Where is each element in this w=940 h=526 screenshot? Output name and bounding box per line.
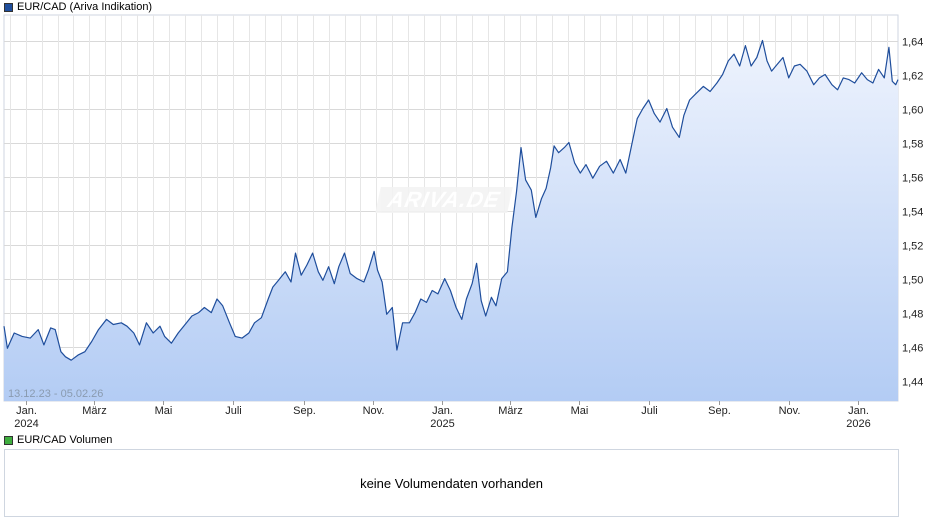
- x-tick-label: Jan.: [432, 405, 453, 417]
- y-tick-label: 1,50: [902, 275, 923, 287]
- y-tick-label: 1,62: [902, 71, 923, 83]
- y-tick-label: 1,60: [902, 105, 923, 117]
- x-tick-label: Sep.: [708, 405, 731, 417]
- y-tick-label: 1,48: [902, 309, 923, 321]
- volume-legend-label: EUR/CAD Volumen: [17, 433, 113, 446]
- price-legend: EUR/CAD (Ariva Indikation): [4, 0, 152, 14]
- y-tick-label: 1,58: [902, 139, 923, 151]
- x-tick-label: Mai: [155, 405, 173, 417]
- y-tick-label: 1,54: [902, 207, 923, 219]
- x-tick-label: März: [498, 405, 522, 417]
- y-tick-label: 1,64: [902, 37, 923, 49]
- y-tick-label: 1,56: [902, 173, 923, 185]
- volume-panel: keine Volumendaten vorhanden: [4, 449, 899, 517]
- volume-legend: EUR/CAD Volumen: [4, 433, 112, 447]
- x-tick-label: Juli: [225, 405, 242, 417]
- x-tick-label: Nov.: [779, 405, 801, 417]
- volume-legend-swatch: [4, 435, 13, 445]
- price-legend-label: EUR/CAD (Ariva Indikation): [17, 0, 153, 13]
- y-tick-label: 1,52: [902, 241, 923, 253]
- x-tick-label: Jan.: [16, 405, 37, 417]
- x-tick-label: Nov.: [363, 405, 385, 417]
- x-tick-label: Jan.: [848, 405, 869, 417]
- x-tick-label: Juli: [641, 405, 658, 417]
- volume-empty-message: keine Volumendaten vorhanden: [360, 475, 543, 491]
- x-tick-label: März: [82, 405, 106, 417]
- price-chart: 1,44 1,46 1,48 1,50 1,52 1,54 1,56 1,58 1,60 1,62…: [3, 14, 923, 430]
- price-legend-swatch: [4, 2, 13, 12]
- x-tick-year: 2026: [846, 418, 870, 430]
- watermark-logo: ARIVA.DE: [375, 187, 513, 213]
- x-tick-year: 2025: [430, 418, 454, 430]
- y-tick-label: 1,44: [902, 377, 923, 389]
- series-line: [3, 39, 899, 361]
- x-tick-label: Sep.: [293, 405, 316, 417]
- x-tick-label: Mai: [571, 405, 589, 417]
- x-tick-year: 2024: [14, 418, 38, 430]
- y-tick-label: 1,46: [902, 343, 923, 355]
- date-range-label: 13.12.23 - 05.02.26: [8, 388, 103, 400]
